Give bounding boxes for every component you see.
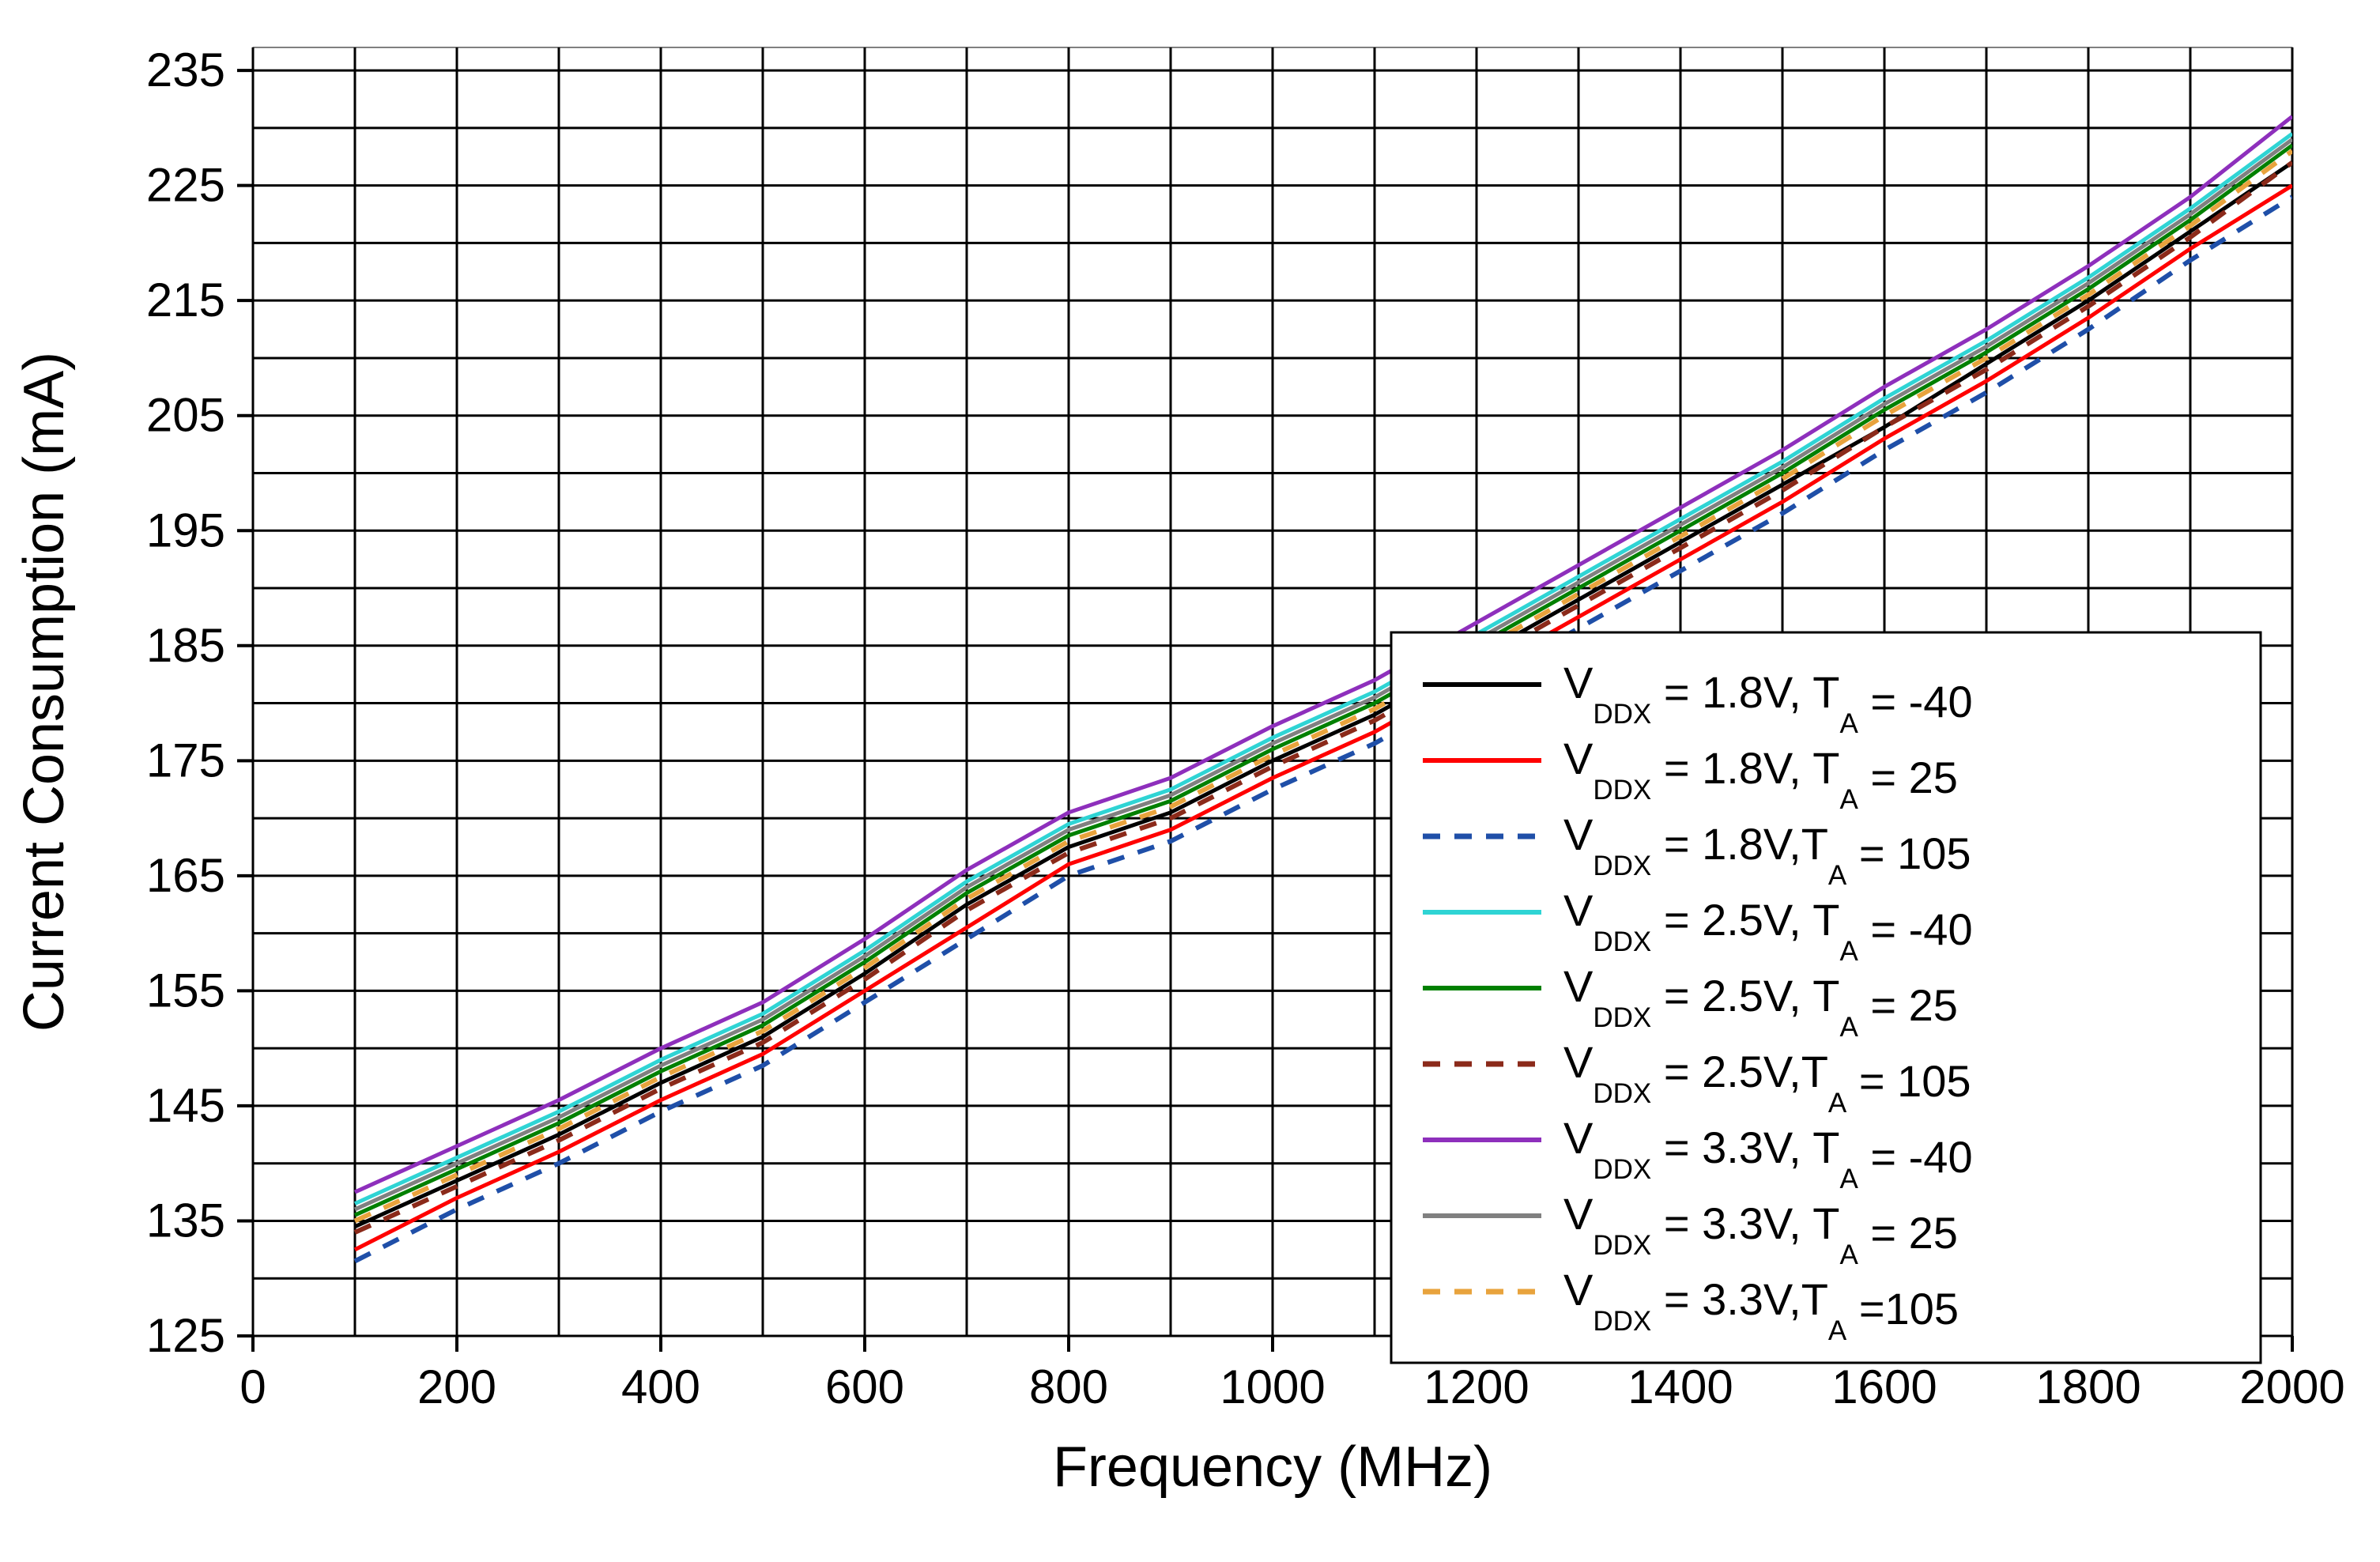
y-tick-label: 155 [146,964,225,1017]
chart-container: 0 200 400 600 800 1000 1200 1400 1600 1800 2000 125… [0,0,2380,1562]
y-tick-label: 235 [146,43,225,96]
y-tick-label: 185 [146,619,225,672]
y-tick-label: 165 [146,849,225,902]
y-tick-label: 135 [146,1194,225,1247]
x-tick-label: 1400 [1628,1360,1733,1413]
x-tick-label: 400 [621,1360,700,1413]
x-tick-label: 600 [825,1360,904,1413]
x-tick-label: 800 [1029,1360,1108,1413]
x-tick-label: 1200 [1424,1360,1529,1413]
x-tick-label: 2000 [2239,1360,2344,1413]
y-tick-label: 215 [146,274,225,326]
x-tick-label: 1000 [1220,1360,1325,1413]
line-chart: 0 200 400 600 800 1000 1200 1400 1600 1800 2000 125… [0,0,2380,1562]
y-tick-label: 175 [146,734,225,787]
x-tick-label: 1800 [2035,1360,2140,1413]
legend: VDDX = 1.8V, TA = -40VDDX = 1.8V, TA = 2… [1391,632,2261,1363]
y-tick-label: 145 [146,1079,225,1132]
y-axis-label: Current Consumption (mA) [13,352,76,1032]
y-tick-label: 125 [146,1309,225,1362]
x-axis-label: Frequency (MHz) [1053,1436,1492,1499]
y-tick-label: 195 [146,504,225,557]
x-tick-label: 1600 [1831,1360,1937,1413]
x-tick-label: 0 [240,1360,266,1413]
y-tick-label: 225 [146,159,225,212]
y-tick-label: 205 [146,389,225,442]
x-tick-label: 200 [417,1360,496,1413]
